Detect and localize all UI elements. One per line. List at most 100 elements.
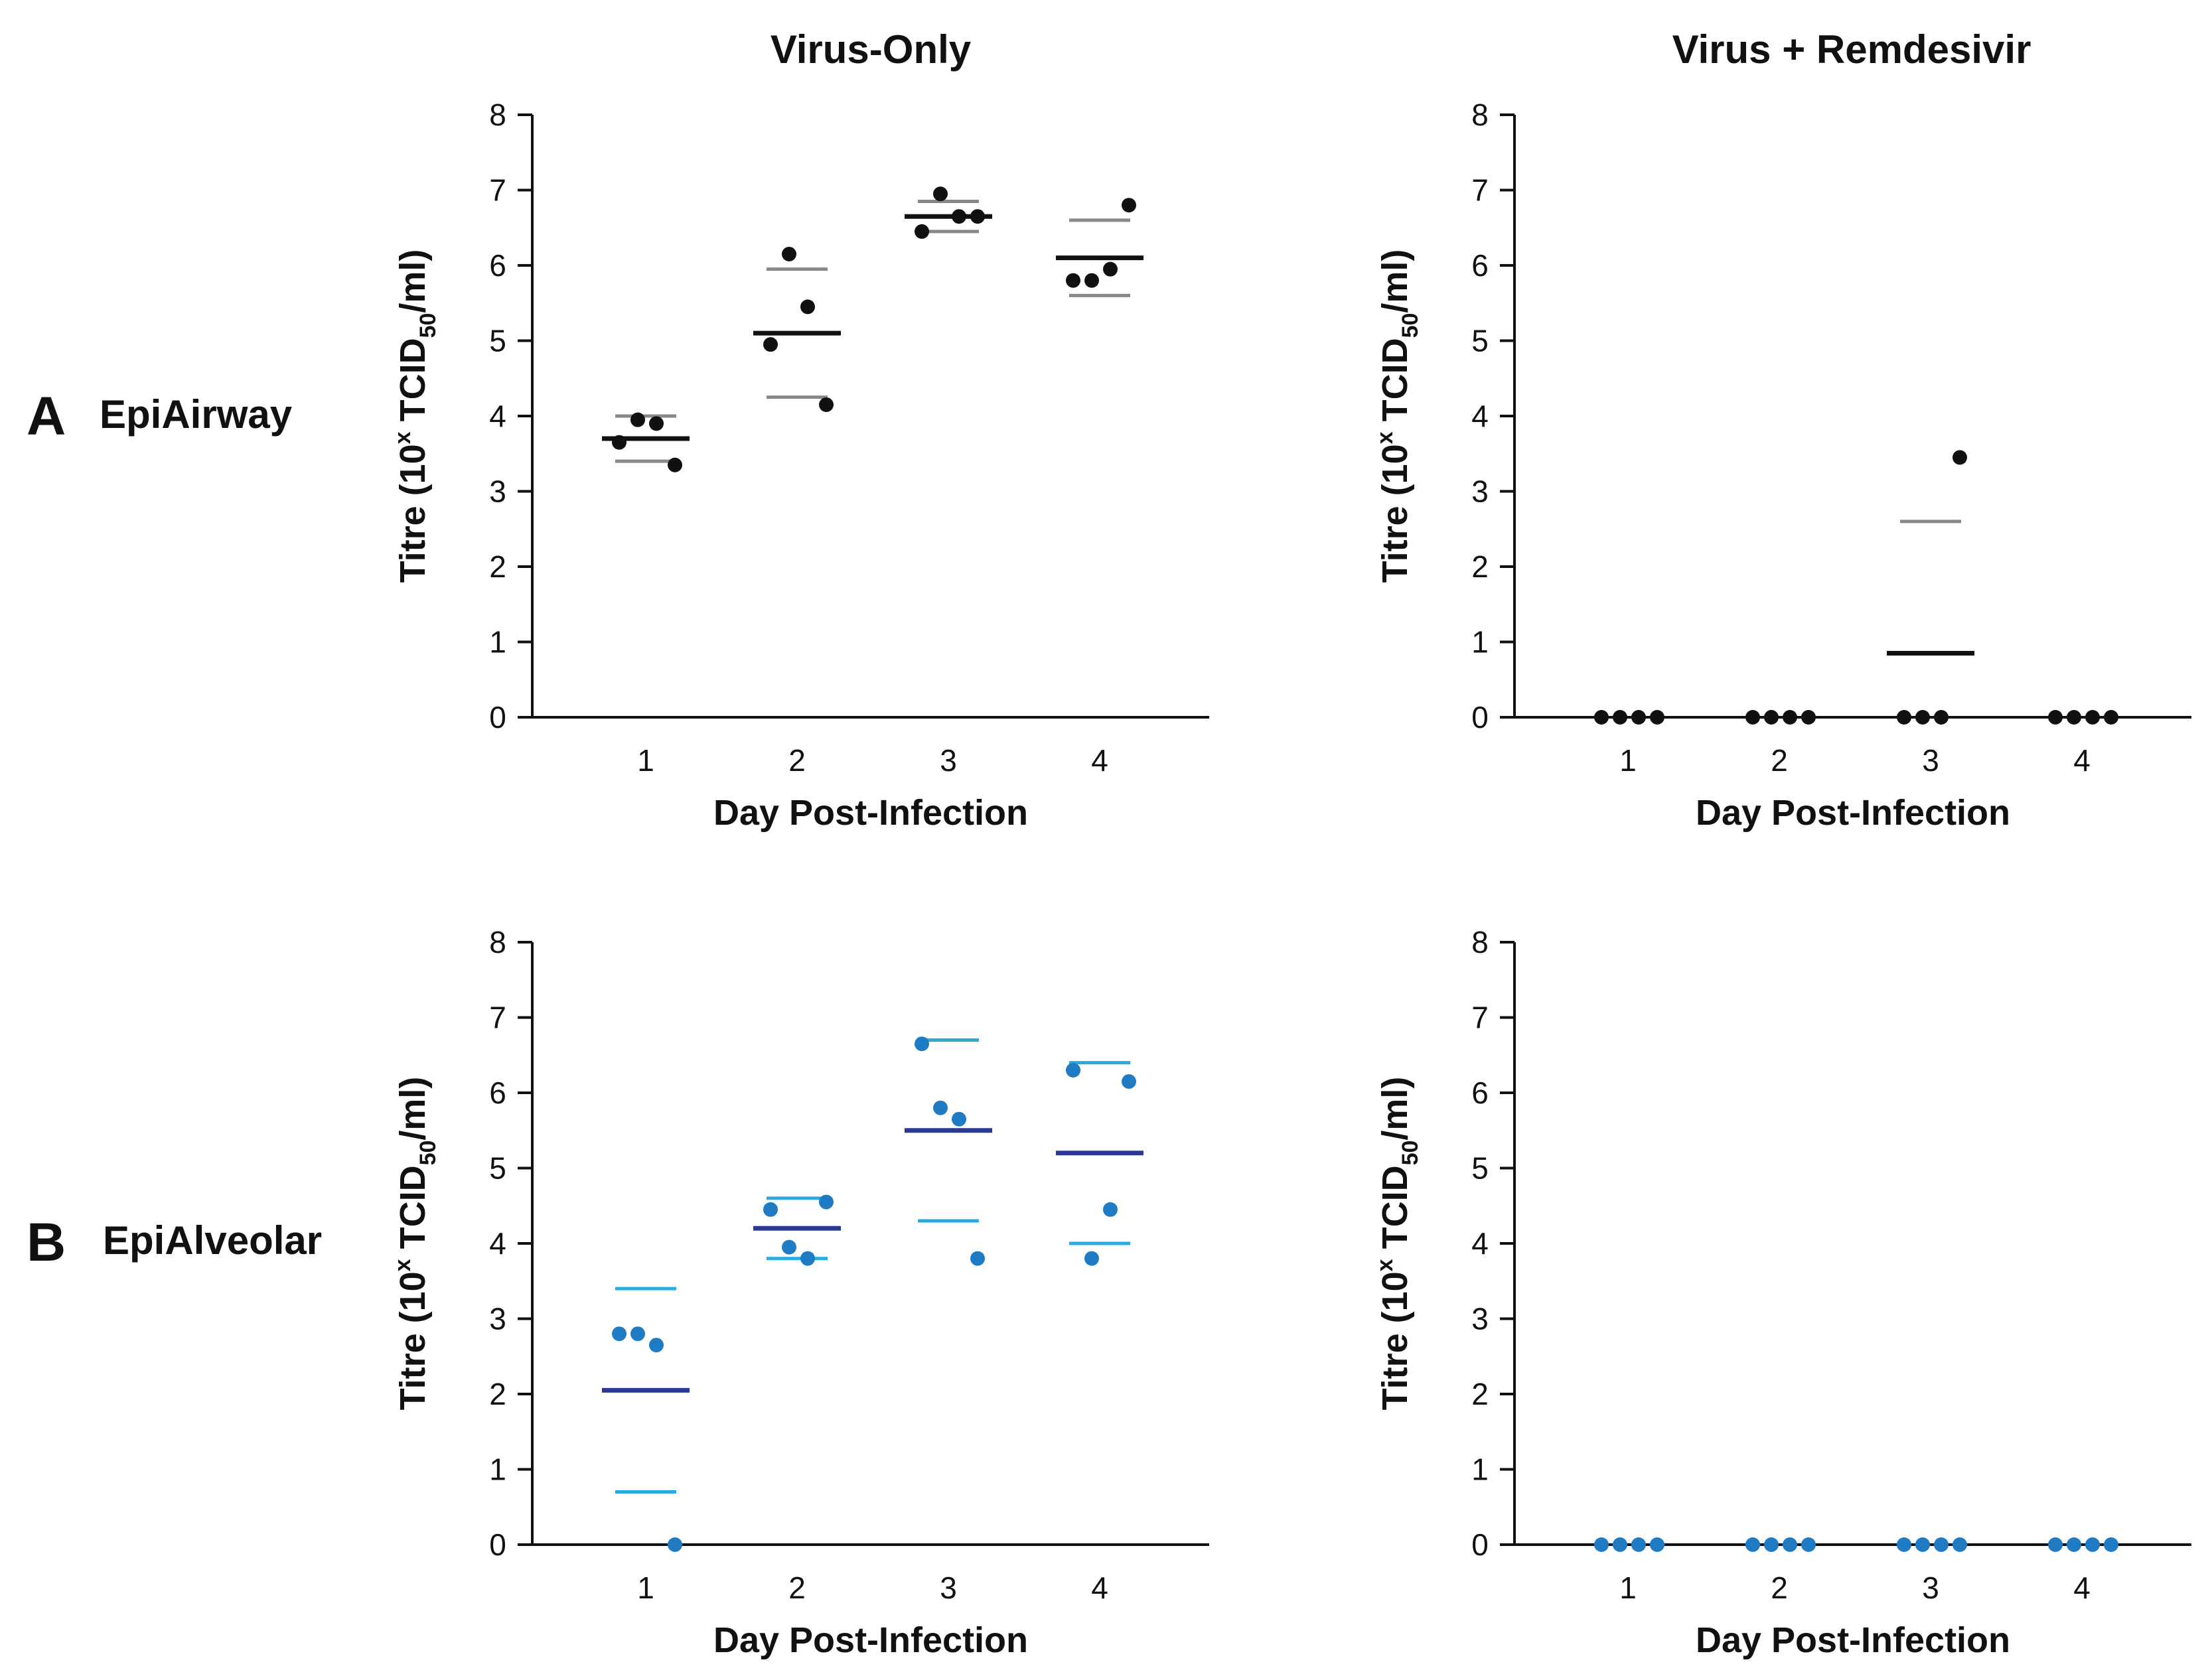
data-point bbox=[1084, 273, 1099, 288]
data-point bbox=[1613, 1537, 1627, 1552]
x-tick-label: 2 bbox=[788, 1571, 806, 1605]
data-point bbox=[800, 1251, 815, 1266]
x-tick-label: 2 bbox=[1771, 1571, 1788, 1605]
y-tick-label: 2 bbox=[1471, 549, 1489, 584]
panel-b-virus-remdesivir: 0 1 2 3 4 5 6 7 8 1 2 3 4 Day Post-Infection Titre (10… bbox=[1372, 925, 2191, 1660]
data-point bbox=[1801, 1537, 1816, 1552]
data-point bbox=[952, 209, 966, 224]
y-tick-label: 5 bbox=[489, 1151, 506, 1186]
panel-a-virus-remdesivir: 0 1 2 3 4 5 6 7 8 1 2 3 4 Day Post-Infection Titre (10… bbox=[1372, 98, 2191, 833]
data-point bbox=[2085, 710, 2100, 725]
y-tick-label: 8 bbox=[1471, 925, 1489, 959]
y-axis-label: Titre (10x TCID50/ml) bbox=[390, 1077, 441, 1411]
data-point bbox=[1084, 1251, 1099, 1266]
data-point bbox=[1745, 710, 1760, 725]
data-point bbox=[819, 397, 834, 412]
data-point bbox=[1764, 1537, 1779, 1552]
data-point bbox=[630, 412, 645, 427]
data-point bbox=[630, 1326, 645, 1342]
data-point bbox=[2085, 1537, 2100, 1552]
y-tick-label: 1 bbox=[489, 1452, 506, 1487]
y-tick-label: 7 bbox=[1471, 1001, 1489, 1035]
data-point bbox=[2067, 710, 2081, 725]
x-tick-label: 1 bbox=[1619, 1571, 1637, 1605]
column-title-virus-remdesivir: Virus + Remdesivir bbox=[1672, 27, 2031, 72]
x-axis-label: Day Post-Infection bbox=[1696, 793, 2010, 833]
data-point bbox=[1783, 1537, 1797, 1552]
data-point bbox=[2048, 1537, 2063, 1552]
y-tick-label: 2 bbox=[1471, 1377, 1489, 1411]
y-tick-label: 5 bbox=[489, 324, 506, 358]
y-tick-label: 8 bbox=[489, 925, 506, 959]
x-tick-label: 4 bbox=[2073, 743, 2091, 778]
data-point bbox=[763, 1202, 778, 1217]
data-point bbox=[782, 1239, 796, 1255]
row-label-epiairway: EpiAirway bbox=[100, 392, 293, 437]
data-point bbox=[933, 186, 948, 202]
y-tick-label: 6 bbox=[1471, 248, 1489, 283]
data-point bbox=[1066, 273, 1080, 288]
data-point bbox=[2067, 1537, 2081, 1552]
y-tick-label: 6 bbox=[489, 248, 506, 283]
data-point bbox=[970, 209, 985, 224]
data-point bbox=[763, 337, 778, 352]
y-tick-label: 6 bbox=[1471, 1076, 1489, 1110]
data-point bbox=[1953, 450, 1967, 465]
data-point bbox=[668, 1537, 682, 1552]
data-point bbox=[1103, 261, 1118, 277]
y-tick-label: 3 bbox=[1471, 1302, 1489, 1336]
row-letter-b: B bbox=[27, 1212, 66, 1273]
y-tick-label: 1 bbox=[1471, 1452, 1489, 1487]
data-point bbox=[1066, 1062, 1080, 1078]
y-tick-label: 1 bbox=[489, 625, 506, 660]
data-point bbox=[800, 299, 815, 315]
x-tick-label: 1 bbox=[637, 1571, 654, 1605]
x-tick-label: 1 bbox=[1619, 743, 1637, 778]
column-title-virus-only: Virus-Only bbox=[771, 27, 972, 72]
x-tick-label: 3 bbox=[1922, 1571, 1939, 1605]
data-point bbox=[1801, 710, 1816, 725]
data-point bbox=[612, 1326, 627, 1342]
data-point bbox=[1594, 710, 1609, 725]
x-tick-label: 3 bbox=[940, 743, 957, 778]
x-tick-label: 3 bbox=[940, 1571, 957, 1605]
y-tick-label: 2 bbox=[489, 1377, 506, 1411]
y-tick-label: 2 bbox=[489, 549, 506, 584]
data-point bbox=[668, 457, 682, 472]
y-tick-label: 4 bbox=[1471, 399, 1489, 433]
data-point bbox=[649, 1338, 664, 1353]
y-tick-label: 4 bbox=[1471, 1226, 1489, 1261]
y-tick-label: 6 bbox=[489, 1076, 506, 1110]
y-axis-label: Titre (10x TCID50/ml) bbox=[1372, 1077, 1423, 1411]
y-tick-label: 1 bbox=[1471, 625, 1489, 660]
data-point bbox=[612, 435, 627, 450]
x-tick-label: 4 bbox=[1091, 743, 1108, 778]
y-tick-label: 4 bbox=[489, 399, 506, 433]
y-tick-label: 5 bbox=[1471, 1151, 1489, 1186]
data-point bbox=[1103, 1202, 1118, 1217]
x-tick-label: 1 bbox=[637, 743, 654, 778]
data-point bbox=[2104, 710, 2118, 725]
y-tick-label: 7 bbox=[489, 173, 506, 208]
x-tick-label: 3 bbox=[1922, 743, 1939, 778]
data-point bbox=[2048, 710, 2063, 725]
data-point bbox=[649, 416, 664, 431]
data-point bbox=[1783, 710, 1797, 725]
data-point bbox=[1650, 710, 1664, 725]
data-point bbox=[1934, 710, 1949, 725]
row-label-epialveolar: EpiAlveolar bbox=[103, 1218, 322, 1263]
data-point bbox=[915, 1036, 929, 1052]
y-tick-label: 0 bbox=[1471, 700, 1489, 735]
data-point bbox=[933, 1100, 948, 1115]
data-point bbox=[1613, 710, 1627, 725]
data-point bbox=[1915, 710, 1930, 725]
y-tick-label: 3 bbox=[489, 474, 506, 509]
data-point bbox=[970, 1251, 985, 1266]
data-point bbox=[1897, 1537, 1911, 1552]
x-tick-label: 4 bbox=[2073, 1571, 2091, 1605]
panel-a-virus-only: 0 1 2 3 4 5 6 7 8 1 2 3 4 Day Post-Infection Titre (10… bbox=[390, 98, 1209, 833]
data-point bbox=[1934, 1537, 1949, 1552]
panel-b-virus-only: 0 1 2 3 4 5 6 7 8 1 2 3 4 Day Post-Infection Titre (10… bbox=[390, 925, 1209, 1660]
data-point bbox=[1897, 710, 1911, 725]
